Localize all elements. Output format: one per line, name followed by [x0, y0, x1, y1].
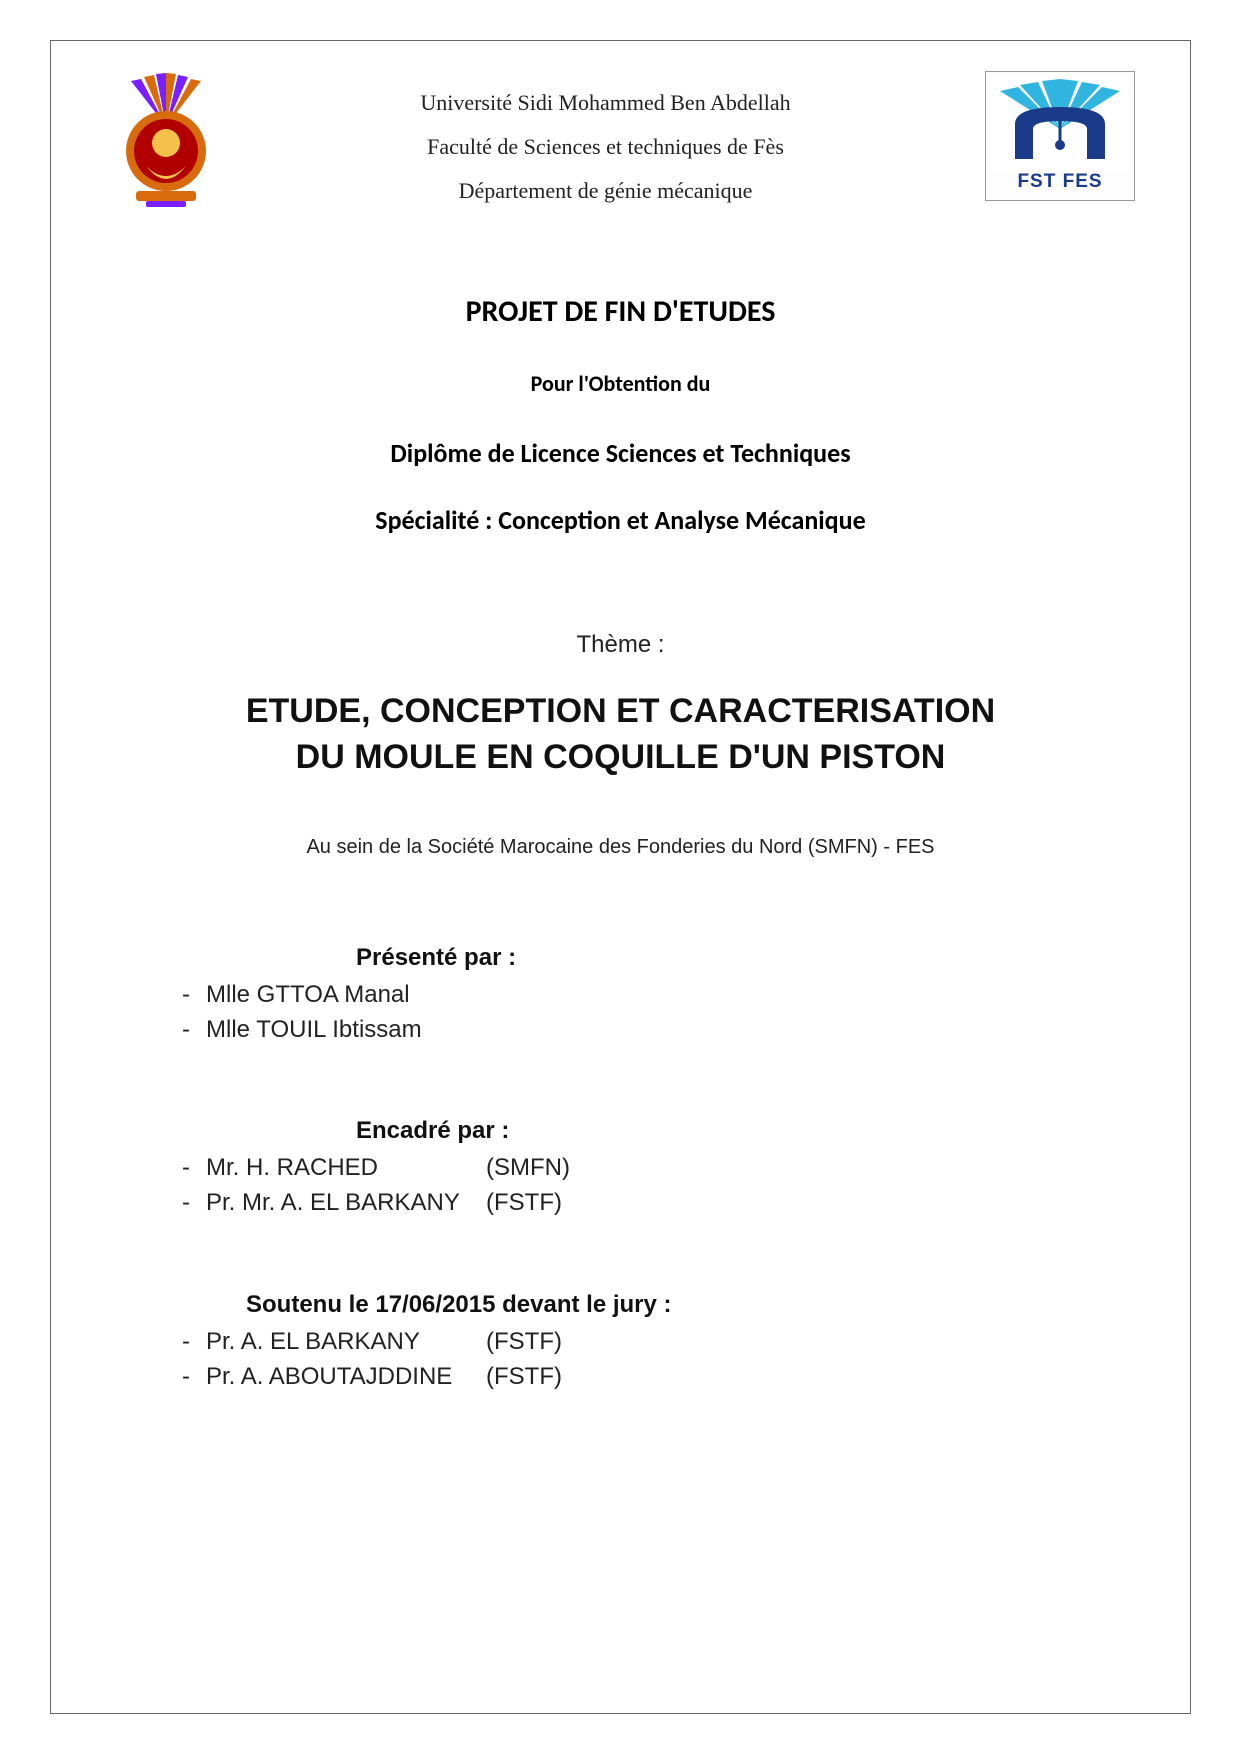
supervisor-name: Pr. Mr. A. EL BARKANY — [206, 1186, 486, 1221]
dash-icon: - — [166, 1325, 206, 1360]
project-title: PROJET DE FIN D'ETUDES — [106, 293, 1135, 330]
university-emblem — [106, 71, 226, 211]
fst-fes-logo: FST FES — [985, 71, 1135, 201]
supervisor-affiliation: (SMFN) — [486, 1151, 570, 1186]
faculty-name: Faculté de Sciences et techniques de Fès — [246, 125, 965, 169]
list-item: - Pr. A. ABOUTAJDDINE (FSTF) — [166, 1360, 1135, 1395]
list-item: - Mlle TOUIL Ibtissam — [166, 1013, 1135, 1048]
dash-icon: - — [166, 1360, 206, 1395]
header-text-block: Université Sidi Mohammed Ben Abdellah Fa… — [246, 71, 965, 213]
page-border: Université Sidi Mohammed Ben Abdellah Fa… — [50, 40, 1191, 1714]
fst-fes-label: FST FES — [1017, 171, 1102, 193]
jury-heading: Soutenu le 17/06/2015 devant le jury : — [246, 1291, 1135, 1319]
list-item: - Pr. Mr. A. EL BARKANY (FSTF) — [166, 1186, 1135, 1221]
jury-list: - Pr. A. EL BARKANY (FSTF) - Pr. A. ABOU… — [166, 1325, 1135, 1395]
company-line: Au sein de la Société Marocaine des Fond… — [106, 836, 1135, 859]
dash-icon: - — [166, 1013, 206, 1048]
jury-member-affiliation: (FSTF) — [486, 1325, 562, 1360]
list-item: - Mlle GTTOA Manal — [166, 978, 1135, 1013]
department-name: Département de génie mécanique — [246, 169, 965, 213]
theme-line-1: ETUDE, CONCEPTION ET CARACTERISATION — [106, 689, 1135, 735]
theme-title: ETUDE, CONCEPTION ET CARACTERISATION DU … — [106, 689, 1135, 781]
theme-line-2: DU MOULE EN COQUILLE D'UN PISTON — [106, 735, 1135, 781]
presenter-name: Mlle GTTOA Manal — [206, 978, 410, 1013]
presented-list: - Mlle GTTOA Manal - Mlle TOUIL Ibtissam — [166, 978, 1135, 1048]
speciality-line: Spécialité : Conception et Analyse Mécan… — [106, 504, 1135, 536]
dash-icon: - — [166, 1151, 206, 1186]
supervisor-affiliation: (FSTF) — [486, 1186, 562, 1221]
list-item: - Pr. A. EL BARKANY (FSTF) — [166, 1325, 1135, 1360]
supervisor-name: Mr. H. RACHED — [206, 1151, 486, 1186]
dash-icon: - — [166, 1186, 206, 1221]
jury-member-affiliation: (FSTF) — [486, 1360, 562, 1395]
jury-member-name: Pr. A. EL BARKANY — [206, 1325, 486, 1360]
supervised-heading: Encadré par : — [356, 1117, 1135, 1145]
presented-heading: Présenté par : — [356, 944, 1135, 972]
supervised-list: - Mr. H. RACHED (SMFN) - Pr. Mr. A. EL B… — [166, 1151, 1135, 1221]
diploma-line: Diplôme de Licence Sciences et Technique… — [106, 437, 1135, 469]
header-row: Université Sidi Mohammed Ben Abdellah Fa… — [106, 71, 1135, 213]
obtention-label: Pour l'Obtention du — [106, 370, 1135, 397]
presenter-name: Mlle TOUIL Ibtissam — [206, 1013, 422, 1048]
theme-label: Thème : — [106, 631, 1135, 659]
university-name: Université Sidi Mohammed Ben Abdellah — [246, 81, 965, 125]
list-item: - Mr. H. RACHED (SMFN) — [166, 1151, 1135, 1186]
jury-member-name: Pr. A. ABOUTAJDDINE — [206, 1360, 486, 1395]
dash-icon: - — [166, 978, 206, 1013]
